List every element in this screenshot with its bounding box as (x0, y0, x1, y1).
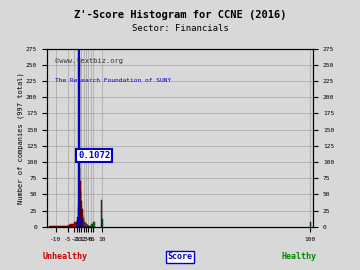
Bar (63, 225, 65, 227)
Text: The Research Foundation of SUNY: The Research Foundation of SUNY (55, 79, 171, 83)
Bar (87, 225, 88, 227)
Bar (65, 225, 68, 227)
Bar (102, 219, 103, 227)
Bar (78, 117, 79, 227)
Bar (68, 225, 70, 227)
Text: Healthy: Healthy (281, 252, 316, 261)
Bar (82, 215, 83, 227)
Bar (81, 201, 82, 227)
Bar (60, 226, 63, 227)
Bar (89, 225, 90, 227)
Bar (70, 224, 72, 227)
Bar (83, 218, 84, 227)
Bar (56, 226, 58, 227)
Bar (91, 224, 93, 227)
Bar (58, 226, 60, 227)
Bar (93, 222, 95, 227)
Text: Z'-Score Histogram for CCNE (2016): Z'-Score Histogram for CCNE (2016) (74, 10, 286, 20)
Bar (75, 222, 77, 227)
Bar (310, 222, 311, 227)
Bar (77, 217, 78, 227)
Text: Unhealthy: Unhealthy (42, 252, 87, 261)
Text: 0.1072: 0.1072 (78, 151, 110, 160)
Bar (90, 226, 91, 227)
Bar (54, 226, 56, 227)
Bar (84, 222, 85, 227)
Text: Score: Score (167, 252, 193, 261)
Bar (86, 224, 87, 227)
Bar (79, 58, 80, 227)
Bar (72, 224, 75, 227)
Bar (101, 200, 102, 227)
Y-axis label: Number of companies (997 total): Number of companies (997 total) (18, 72, 24, 204)
Bar (85, 223, 86, 227)
Bar (49, 225, 51, 227)
Text: ©www.textbiz.org: ©www.textbiz.org (55, 58, 123, 64)
Bar (51, 226, 54, 227)
Bar (88, 225, 89, 227)
Text: Sector: Financials: Sector: Financials (132, 24, 228, 33)
Bar (80, 181, 81, 227)
